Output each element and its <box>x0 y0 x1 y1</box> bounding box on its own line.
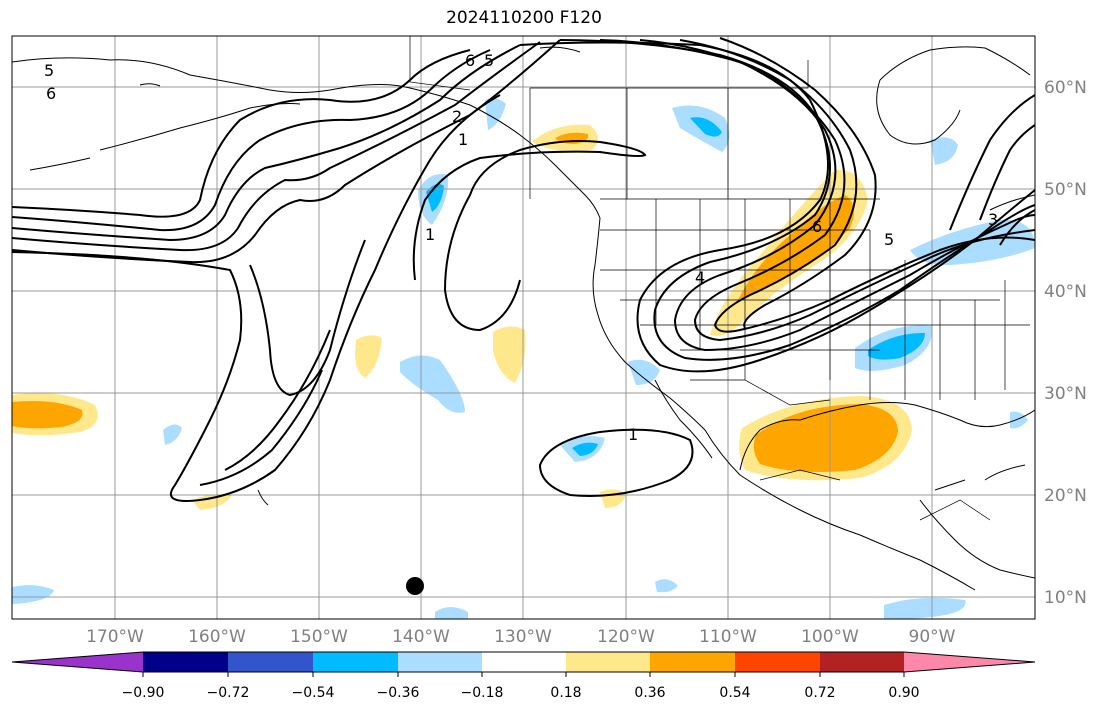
lon-label-90w: 90°W <box>909 627 956 647</box>
coastlines <box>12 46 1035 591</box>
lat-label-40n: 40°N <box>1044 282 1087 302</box>
shade-lightblue <box>884 597 966 619</box>
contour-label: 1 <box>628 425 638 444</box>
shade-yellow <box>355 335 382 378</box>
lat-label-20n: 20°N <box>1044 486 1087 506</box>
lat-label-50n: 50°N <box>1044 180 1087 200</box>
shade-lightblue <box>655 579 678 593</box>
contour-label: 5 <box>884 230 894 249</box>
colorbar-segment <box>398 652 482 672</box>
colorbar-tick-label: −0.54 <box>292 685 335 701</box>
colorbar-segment <box>228 652 313 672</box>
shade-blue <box>868 332 925 360</box>
lon-label-150w: 150°W <box>290 627 348 647</box>
shade-lightblue <box>400 355 465 413</box>
lon-label-120w: 120°W <box>597 627 655 647</box>
colorbar-extend-low <box>12 652 143 672</box>
contour-label: 6 <box>465 51 475 70</box>
longitude-labels: 170°W 160°W 150°W 140°W 130°W 120°W 110°… <box>86 627 956 647</box>
colorbar-extend-high <box>904 652 1035 672</box>
storm-marker <box>406 577 424 595</box>
lon-label-170w: 170°W <box>86 627 144 647</box>
contour-label: 4 <box>695 268 705 287</box>
height-contours <box>12 37 1035 502</box>
colorbar-tick-label: 0.72 <box>804 685 835 701</box>
lat-label-10n: 10°N <box>1044 588 1087 608</box>
shade-lightblue <box>930 137 958 165</box>
lat-label-30n: 30°N <box>1044 384 1087 404</box>
shade-yellow <box>192 494 232 510</box>
contour-label: 1 <box>425 225 435 244</box>
contour-label: 1 <box>458 130 468 149</box>
contour-label: 5 <box>484 51 494 70</box>
colorbar-segment <box>735 652 820 672</box>
shade-lightblue <box>1010 411 1028 429</box>
shade-lightblue <box>12 585 54 604</box>
map-title: 2024110200 F120 <box>446 8 602 28</box>
colorbar-tick-label: −0.18 <box>461 685 504 701</box>
colorbar-tick-label: 0.36 <box>634 685 665 701</box>
contour-label: 6 <box>812 217 822 236</box>
contour-label: 6 <box>46 84 56 103</box>
lat-label-60n: 60°N <box>1044 78 1087 98</box>
colorbar: −0.90 −0.72 −0.54 −0.36 −0.18 0.18 0.36 0.54 0.7… <box>11 651 1036 701</box>
shade-orange <box>753 404 898 472</box>
contour-label: 2 <box>452 107 462 126</box>
shading-layer <box>12 98 1035 619</box>
colorbar-tick-label: −0.90 <box>122 685 165 701</box>
colorbar-tick-label: 0.90 <box>888 685 919 701</box>
shade-yellow <box>493 326 526 383</box>
contour-labels: 5 6 6 5 2 1 1 1 6 5 3 4 <box>44 51 998 444</box>
shade-orange <box>12 401 83 429</box>
colorbar-tick-label: 0.18 <box>550 685 581 701</box>
colorbar-segment <box>820 652 904 672</box>
lon-label-110w: 110°W <box>699 627 757 647</box>
latitude-labels: 60°N 50°N 40°N 30°N 20°N 10°N <box>1044 78 1087 608</box>
shade-orange <box>738 195 854 300</box>
lon-label-160w: 160°W <box>188 627 246 647</box>
lon-label-140w: 140°W <box>392 627 450 647</box>
map-frame <box>11 35 1036 620</box>
colorbar-segment <box>313 652 398 672</box>
contour-label: 5 <box>44 61 54 80</box>
shade-blue <box>690 117 722 137</box>
shade-lightblue <box>163 424 182 445</box>
graticule <box>12 36 1035 619</box>
colorbar-tick-label: −0.72 <box>207 685 250 701</box>
colorbar-segment <box>482 652 566 672</box>
lon-label-130w: 130°W <box>494 627 552 647</box>
colorbar-segment <box>143 652 228 672</box>
colorbar-tick-label: −0.36 <box>377 685 420 701</box>
colorbar-tick-label: 0.54 <box>719 685 750 701</box>
shade-lightblue <box>628 359 660 385</box>
lon-label-100w: 100°W <box>801 627 859 647</box>
shade-lightblue <box>435 607 468 619</box>
shade-blue <box>572 442 598 456</box>
colorbar-segment <box>650 652 735 672</box>
shade-lightblue <box>485 98 506 130</box>
contour-label: 3 <box>988 210 998 229</box>
colorbar-segment <box>566 652 650 672</box>
